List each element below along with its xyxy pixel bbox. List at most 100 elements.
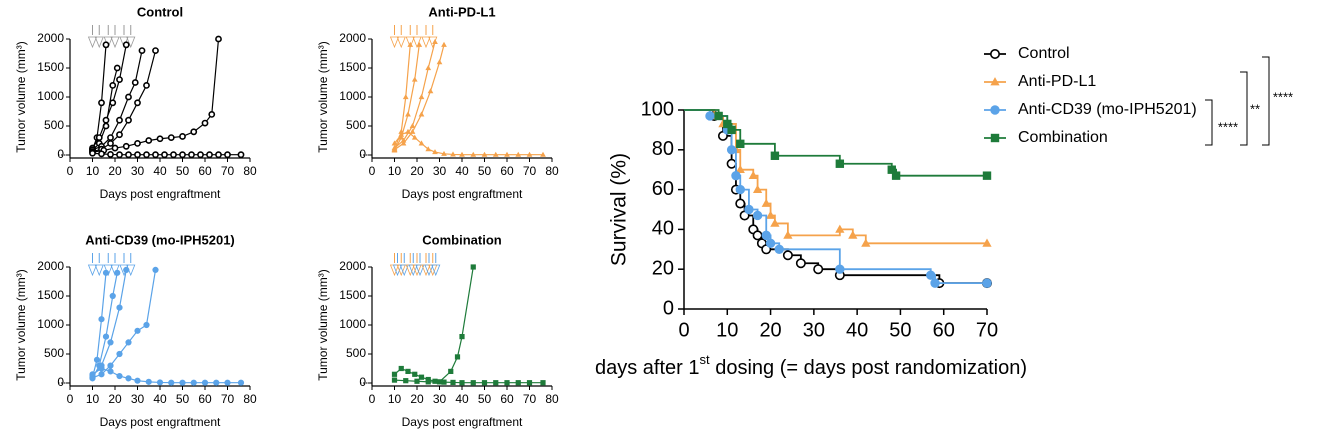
marker xyxy=(782,250,793,261)
marker xyxy=(107,134,114,141)
marker xyxy=(138,47,146,54)
marker xyxy=(145,378,152,385)
x-tick-label: 0 xyxy=(678,319,689,341)
x-tick-label: 10 xyxy=(388,164,402,178)
marker xyxy=(215,35,222,43)
marker xyxy=(167,134,175,141)
marker xyxy=(131,79,139,86)
marker xyxy=(113,64,121,72)
marker xyxy=(107,362,114,369)
y-tick-label: 2000 xyxy=(339,259,366,273)
y-tick-label: 0 xyxy=(663,297,674,319)
marker xyxy=(448,368,454,374)
marker xyxy=(726,158,737,169)
marker xyxy=(990,77,1000,86)
marker xyxy=(398,131,405,137)
y-tick-label: 500 xyxy=(44,118,64,132)
marker xyxy=(835,224,845,233)
y-tick-label: 40 xyxy=(652,218,674,240)
x-tick-label: 60 xyxy=(198,164,212,178)
x-tick-label: 40 xyxy=(153,164,167,178)
dosing-triangle xyxy=(94,264,104,277)
x-tick-label: 80 xyxy=(545,164,559,178)
marker xyxy=(835,264,845,274)
y-axis-label: Tumor volume (mm³) xyxy=(316,269,330,381)
marker xyxy=(418,374,425,380)
marker xyxy=(727,125,736,135)
marker xyxy=(190,379,197,386)
marker xyxy=(418,140,425,146)
marker xyxy=(107,339,114,346)
x-tick-label: 10 xyxy=(716,319,738,341)
marker xyxy=(116,131,123,139)
marker xyxy=(770,151,780,160)
marker xyxy=(515,151,522,157)
x-tick-label: 0 xyxy=(369,164,376,178)
x-tick-label: 20 xyxy=(410,392,424,406)
marker xyxy=(134,99,141,107)
dosing-triangle xyxy=(126,36,136,49)
marker xyxy=(492,151,499,157)
x-tick-label: 50 xyxy=(478,164,492,178)
marker xyxy=(213,379,220,386)
marker xyxy=(109,99,117,107)
marker xyxy=(459,151,465,157)
marker xyxy=(201,119,209,127)
marker xyxy=(109,292,116,300)
y-tick-label: 1500 xyxy=(37,288,64,302)
marker xyxy=(402,94,409,100)
marker xyxy=(774,244,784,255)
dosing-triangle xyxy=(399,264,409,277)
marker xyxy=(152,266,159,273)
marker xyxy=(405,368,411,374)
x-axis-label: Days post engraftment xyxy=(100,415,221,429)
x-axis-label: days after 1st dosing (= days post rando… xyxy=(595,352,1027,379)
dosing-triangle xyxy=(405,36,415,49)
marker xyxy=(168,379,175,386)
marker xyxy=(98,150,105,158)
marker xyxy=(735,164,745,174)
dosing-triangle xyxy=(94,36,104,49)
marker xyxy=(436,59,443,65)
marker xyxy=(414,378,420,384)
y-tick-label: 500 xyxy=(346,346,366,360)
dosing-triangle xyxy=(389,36,400,49)
legend-label: Combination xyxy=(1018,129,1108,146)
marker xyxy=(391,146,398,152)
marker xyxy=(409,128,416,134)
marker xyxy=(98,365,105,372)
marker xyxy=(145,137,153,144)
marker xyxy=(170,151,177,159)
marker xyxy=(122,142,130,150)
marker xyxy=(432,149,438,155)
x-tick-label: 60 xyxy=(933,319,955,341)
tumor-curve xyxy=(91,44,107,150)
marker xyxy=(407,41,414,47)
x-label-part: days after 1 xyxy=(595,357,700,379)
y-tick-label: 1500 xyxy=(339,288,366,302)
chart-title: Anti-CD39 (mo-IPH5201) xyxy=(85,232,235,247)
marker xyxy=(441,379,447,385)
marker xyxy=(116,304,123,311)
marker xyxy=(770,218,780,227)
marker xyxy=(125,339,132,346)
marker xyxy=(982,278,992,288)
marker xyxy=(425,376,431,383)
tumor-curve xyxy=(393,44,411,150)
x-tick-label: 40 xyxy=(455,392,469,406)
marker xyxy=(411,76,418,82)
x-tick-label: 40 xyxy=(846,319,868,341)
marker xyxy=(735,184,745,195)
marker xyxy=(714,111,723,121)
x-axis-label: Days post engraftment xyxy=(100,187,221,201)
x-tick-label: 10 xyxy=(388,392,402,406)
x-axis-label: Days post engraftment xyxy=(402,187,523,201)
significance-bracket xyxy=(1262,56,1270,146)
marker xyxy=(116,350,123,358)
x-tick-label: 40 xyxy=(455,164,469,178)
marker xyxy=(107,151,114,158)
x-tick-label: 20 xyxy=(759,319,781,341)
marker xyxy=(504,380,510,386)
marker xyxy=(450,151,456,157)
marker xyxy=(982,238,992,247)
